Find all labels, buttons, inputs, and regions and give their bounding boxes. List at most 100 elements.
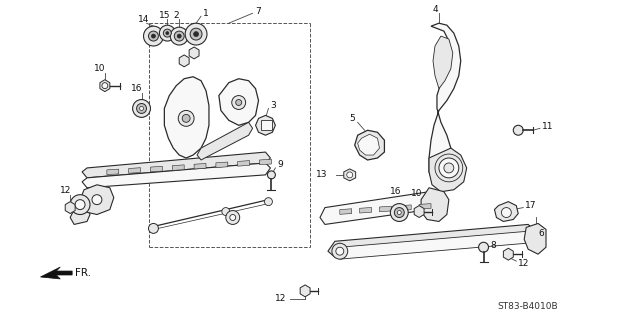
Circle shape <box>136 103 147 113</box>
Polygon shape <box>100 80 110 92</box>
Circle shape <box>222 208 230 215</box>
Polygon shape <box>360 207 371 213</box>
Polygon shape <box>129 168 141 173</box>
Circle shape <box>194 32 199 36</box>
Polygon shape <box>259 159 271 165</box>
Circle shape <box>148 223 159 233</box>
Polygon shape <box>355 130 384 160</box>
Text: 16: 16 <box>390 187 401 196</box>
Circle shape <box>397 211 401 214</box>
Polygon shape <box>320 192 434 224</box>
Circle shape <box>264 198 273 206</box>
Circle shape <box>501 208 512 218</box>
Polygon shape <box>82 152 271 178</box>
Circle shape <box>70 195 90 214</box>
Polygon shape <box>344 169 355 181</box>
Circle shape <box>102 83 108 89</box>
Circle shape <box>143 26 163 46</box>
Text: 16: 16 <box>131 84 142 93</box>
Polygon shape <box>357 134 380 155</box>
Circle shape <box>159 25 175 41</box>
Circle shape <box>190 28 202 40</box>
Polygon shape <box>179 55 189 67</box>
Polygon shape <box>328 224 536 257</box>
Circle shape <box>225 211 240 224</box>
Text: 5: 5 <box>349 114 355 123</box>
Polygon shape <box>429 148 467 192</box>
Circle shape <box>232 96 246 109</box>
Polygon shape <box>216 162 228 168</box>
Polygon shape <box>399 205 412 211</box>
Circle shape <box>185 23 207 45</box>
Circle shape <box>140 107 143 110</box>
Polygon shape <box>70 208 90 224</box>
Polygon shape <box>414 206 424 218</box>
Text: 1: 1 <box>203 9 209 18</box>
Circle shape <box>336 247 344 255</box>
Text: FR.: FR. <box>75 268 91 278</box>
Circle shape <box>178 110 194 126</box>
Polygon shape <box>340 209 352 214</box>
Polygon shape <box>261 120 273 130</box>
Polygon shape <box>494 202 519 221</box>
Polygon shape <box>164 77 209 158</box>
Text: 8: 8 <box>490 241 496 250</box>
Circle shape <box>230 214 236 220</box>
Text: 12: 12 <box>519 259 529 268</box>
Polygon shape <box>503 248 513 260</box>
Polygon shape <box>40 267 72 279</box>
Polygon shape <box>197 122 253 160</box>
Circle shape <box>513 125 523 135</box>
Circle shape <box>152 34 155 38</box>
Polygon shape <box>189 47 199 59</box>
Circle shape <box>170 27 188 45</box>
Text: 12: 12 <box>59 186 71 195</box>
Text: 10: 10 <box>94 64 106 73</box>
Circle shape <box>148 31 159 41</box>
Polygon shape <box>421 188 449 221</box>
Circle shape <box>132 100 150 117</box>
Text: 14: 14 <box>138 15 149 24</box>
Text: 15: 15 <box>159 11 170 20</box>
Text: 17: 17 <box>525 201 537 210</box>
Text: 12: 12 <box>275 294 286 303</box>
Polygon shape <box>219 79 259 125</box>
Text: ST83-B4010B: ST83-B4010B <box>498 302 559 311</box>
Polygon shape <box>255 116 275 135</box>
Circle shape <box>394 208 404 218</box>
Polygon shape <box>65 202 75 213</box>
Polygon shape <box>172 165 184 171</box>
Text: 7: 7 <box>255 7 261 16</box>
Polygon shape <box>429 23 461 185</box>
Circle shape <box>177 34 181 38</box>
Circle shape <box>236 100 241 106</box>
Text: 4: 4 <box>432 5 438 14</box>
Polygon shape <box>433 36 453 89</box>
Polygon shape <box>524 223 546 254</box>
Text: 13: 13 <box>317 170 328 180</box>
Circle shape <box>347 172 353 178</box>
Text: 11: 11 <box>542 122 554 131</box>
Polygon shape <box>150 166 162 172</box>
Text: 9: 9 <box>277 160 283 170</box>
Circle shape <box>92 195 102 204</box>
Circle shape <box>444 163 454 173</box>
Circle shape <box>75 200 85 210</box>
Circle shape <box>166 32 169 35</box>
Circle shape <box>182 114 190 122</box>
Polygon shape <box>238 161 250 166</box>
Circle shape <box>478 242 489 252</box>
Polygon shape <box>300 285 310 297</box>
Circle shape <box>439 158 459 178</box>
Polygon shape <box>419 204 431 209</box>
Text: 10: 10 <box>412 189 423 198</box>
Text: 6: 6 <box>538 229 544 238</box>
Circle shape <box>175 31 184 41</box>
Polygon shape <box>107 169 118 175</box>
Text: 2: 2 <box>173 11 179 20</box>
Circle shape <box>163 29 171 37</box>
Polygon shape <box>80 185 114 214</box>
Polygon shape <box>380 206 391 212</box>
Polygon shape <box>336 231 530 259</box>
Circle shape <box>390 204 408 221</box>
